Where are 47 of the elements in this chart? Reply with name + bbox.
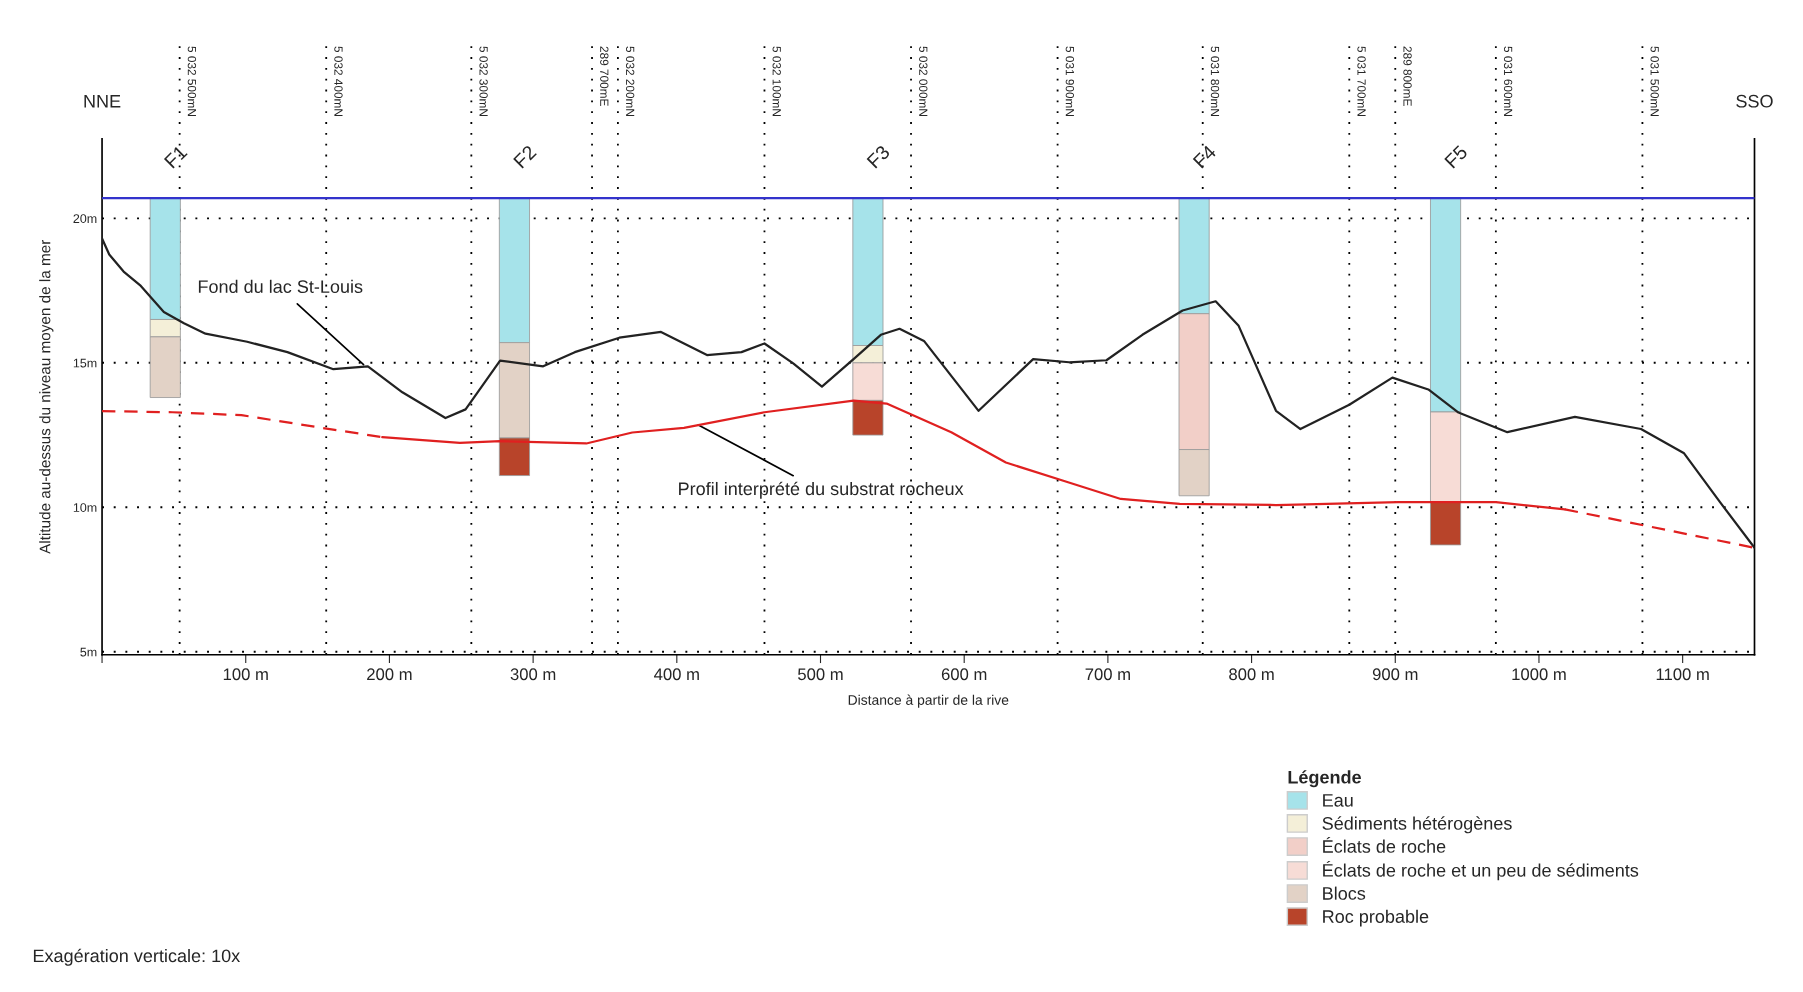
y-tick-label: 20m <box>73 214 97 223</box>
annotation: F3 <box>866 144 891 169</box>
x-tick-label: 800 m <box>1229 668 1274 681</box>
legend-label: Éclats de roche et un peu de sédiments <box>1323 860 1639 881</box>
x-tick-label: 200 m <box>367 668 412 681</box>
legend-label: Eau <box>1323 794 1353 807</box>
y-axis-title: Altitude au-dessus du niveau moyen de la mer <box>39 239 54 554</box>
legend-label: Blocs <box>1323 886 1366 900</box>
y-tick-label: 10m <box>73 503 97 512</box>
annotation: F4 <box>1192 144 1217 169</box>
y-tick-label: 15m <box>73 358 97 368</box>
ref-line-label: 5 031 700mN <box>1357 46 1366 116</box>
x-tick-label: 300 m <box>510 668 556 681</box>
ref-line-label: 5 032 000mN <box>919 46 928 116</box>
annotation: F5 <box>1444 144 1469 169</box>
text: Exagération verticale: 10x <box>33 948 241 966</box>
ref-line-label: 5 032 100mN <box>772 46 781 116</box>
ref-line-label: 5 031 800mN <box>1210 46 1220 116</box>
ref-line-label: 5 031 900mN <box>1065 46 1075 116</box>
annotation: F1 <box>163 144 188 169</box>
x-tick-label: 100 m <box>223 668 268 681</box>
x-tick-label: 600 m <box>941 668 987 681</box>
ref-line-label: 5 032 400mN <box>334 46 343 116</box>
ref-line-label: 289 700mE <box>600 46 609 106</box>
x-tick-label: 500 m <box>798 668 843 681</box>
x-tick-label: 1000 m <box>1512 668 1566 681</box>
annotation: F2 <box>513 144 537 169</box>
ref-line-label: 5 031 600mN <box>1503 46 1513 116</box>
x-tick-label: 900 m <box>1372 668 1418 681</box>
ref-line-label: 5 031 500mN <box>1650 46 1659 116</box>
ref-line-label: 5 032 200mN <box>625 46 635 116</box>
legend-label: Roc probable <box>1323 909 1429 927</box>
x-axis-title: Distance à partir de la rive <box>848 694 1009 708</box>
annotation: Profil interprété du substrat rocheux <box>679 481 964 499</box>
x-tick-label: 400 m <box>654 668 699 681</box>
ref-line-label: 5 032 500mN <box>187 46 197 116</box>
legend-label: Éclats de roche <box>1323 837 1446 853</box>
text: SSO <box>1736 94 1773 108</box>
x-tick-label: 1100 m <box>1656 668 1709 681</box>
legend-label: Sédiments hétérogènes <box>1322 816 1512 834</box>
ref-line-label: 289 800mE <box>1403 46 1412 106</box>
annotation: Fond du lac St-Louis <box>198 279 363 294</box>
ref-line-label: 5 032 300mN <box>479 46 488 116</box>
legend-title: Légende <box>1288 770 1361 788</box>
text: NNE <box>84 95 121 108</box>
y-tick-label: 5m <box>80 647 97 657</box>
x-tick-label: 700 m <box>1085 668 1130 681</box>
